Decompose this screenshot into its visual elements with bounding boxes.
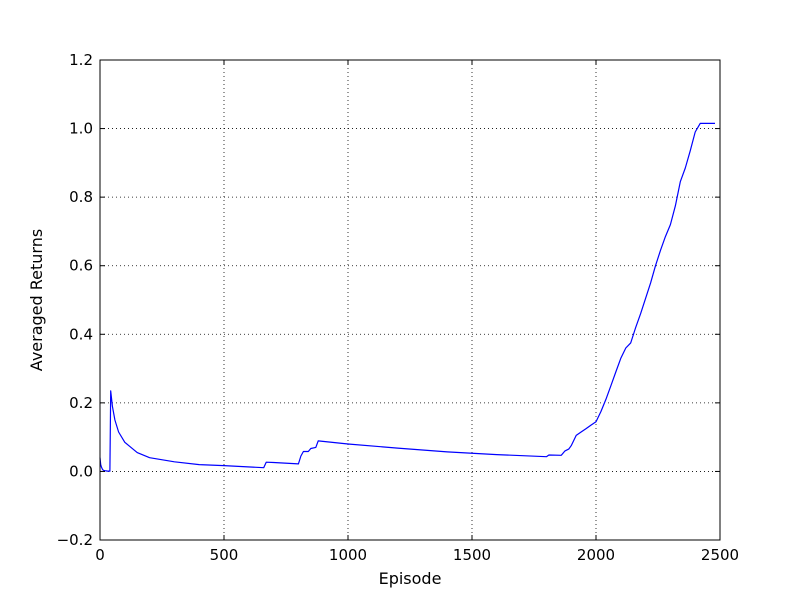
x-tick-label: 2500 (701, 546, 739, 564)
series-layer (99, 122, 715, 472)
y-tick-label: 1.0 (69, 120, 93, 138)
x-tick-label: 0 (95, 546, 105, 564)
y-tick-label: −0.2 (57, 531, 93, 549)
x-tick-label: 1500 (453, 546, 491, 564)
y-tick-label: 0.8 (69, 188, 93, 206)
y-tick-label: 0.0 (69, 462, 93, 480)
y-tick-label: 0.4 (69, 325, 93, 343)
x-tick-label: 1000 (329, 546, 367, 564)
grid-layer (99, 59, 721, 541)
x-tick-label: 2000 (577, 546, 615, 564)
y-tick-label: 0.2 (69, 394, 93, 412)
series-line (99, 122, 715, 472)
plot-frame (99, 59, 721, 541)
y-tick-label: 0.6 (69, 257, 93, 275)
y-tick-label: 1.2 (69, 51, 93, 69)
x-tick-label: 500 (210, 546, 239, 564)
tick-layer: 0 500 1000 1500 2000 2500 −0.2 0.0 0.2 0.4 0.6 0.8 1… (57, 51, 740, 564)
x-axis-label: Episode (379, 569, 442, 588)
y-axis-label: Averaged Returns (27, 229, 46, 371)
